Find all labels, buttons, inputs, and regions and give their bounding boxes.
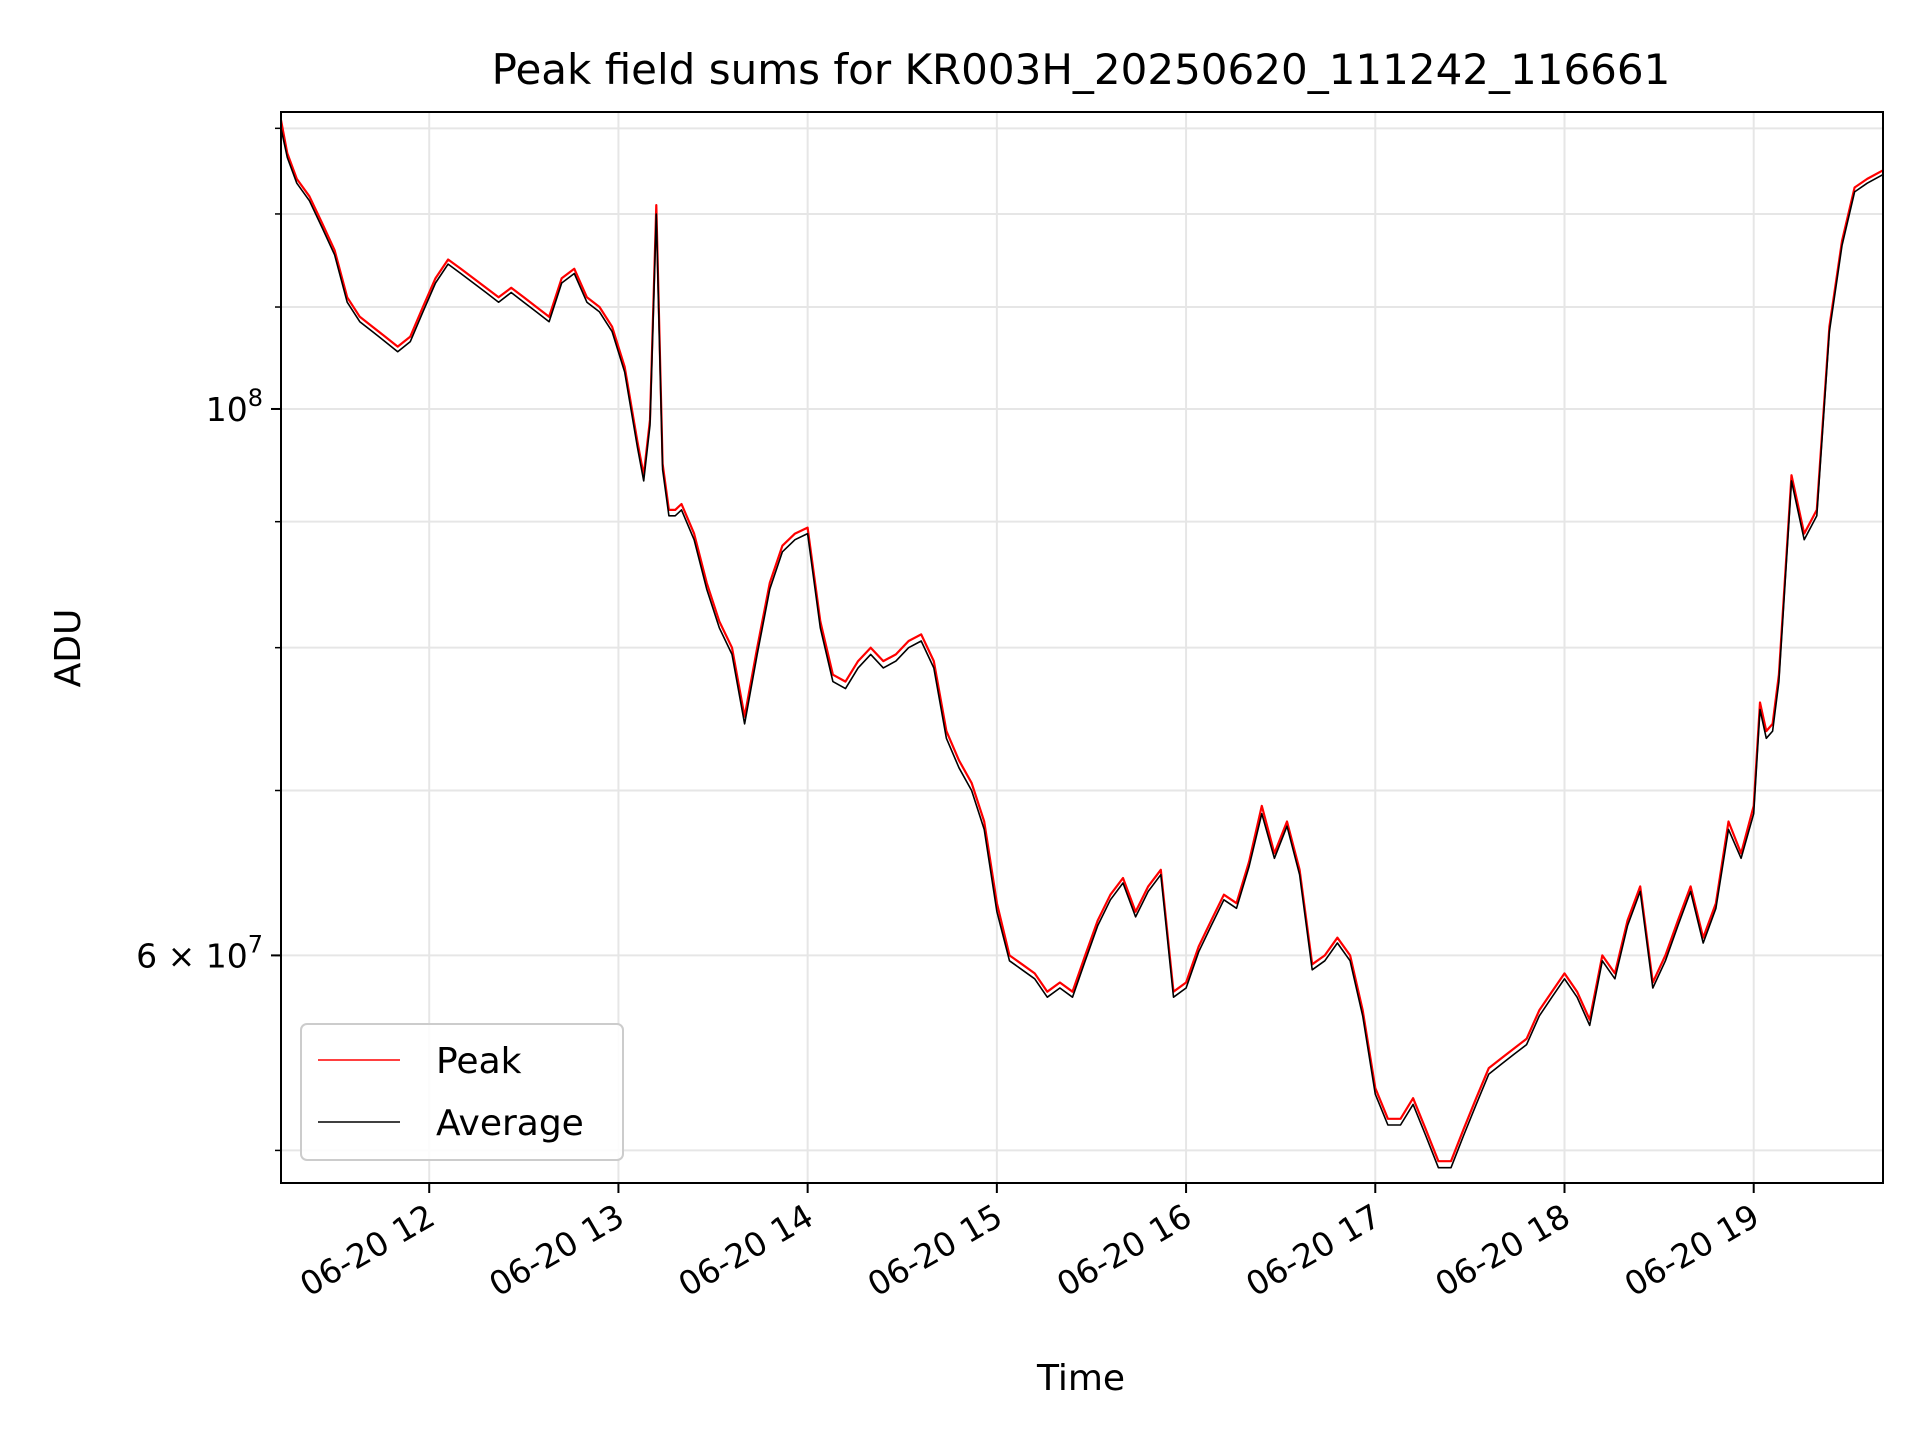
y-tick-label: 6 × 107 (136, 930, 263, 975)
y-tick-exponent: 7 (248, 930, 263, 958)
legend-label-peak: Peak (436, 1041, 522, 1082)
x-axis-label: Time (1036, 1358, 1125, 1399)
y-tick-base: 10 (206, 390, 248, 429)
y-tick-exponent: 8 (248, 384, 263, 412)
series-line-average (280, 128, 1884, 1169)
y-tick-label: 108 (206, 384, 263, 429)
y-tick-mantissa: 6 × (136, 936, 206, 975)
legend-label-average: Average (436, 1103, 584, 1144)
y-axis-label: ADU (48, 609, 89, 688)
legend-box (300, 1023, 624, 1161)
chart-title: Peak field sums for KR003H_20250620_1112… (492, 45, 1671, 94)
legend: Peak Average (300, 1023, 624, 1161)
y-tick-base: 10 (206, 936, 248, 975)
series-layer (279, 119, 1884, 1169)
series-line-peak (279, 119, 1884, 1163)
